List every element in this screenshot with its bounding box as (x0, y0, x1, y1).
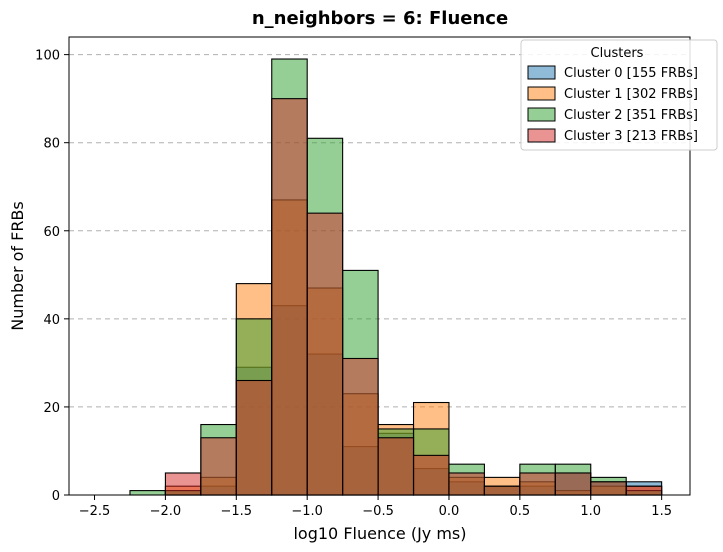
bar-series-3-bin-3 (200, 437, 237, 496)
x-tick-label: −1.0 (291, 504, 323, 519)
x-tick-label: 1.5 (651, 504, 672, 519)
y-tick-label: 100 (35, 49, 60, 64)
legend-title: Clusters (591, 46, 644, 61)
chart-title: n_neighbors = 6: Fluence (252, 8, 508, 29)
legend-swatch (527, 65, 556, 80)
bar-series-3-bin-5 (271, 98, 308, 496)
bar-series-2-bin-1 (129, 490, 166, 496)
bar-series-3-bin-14 (590, 481, 627, 496)
y-tick-label: 40 (43, 313, 60, 328)
x-tick-label: −2.5 (79, 504, 111, 519)
legend-swatch (527, 107, 556, 122)
bar-series-3-bin-12 (519, 472, 556, 496)
x-tick-label: −0.5 (362, 504, 394, 519)
bar-series-3-bin-4 (235, 379, 273, 496)
bar-series-3-bin-11 (483, 485, 521, 496)
y-axis-label: Number of FRBs (8, 201, 27, 331)
plot-frame (68, 36, 691, 496)
bar-series-3-bin-10 (448, 472, 485, 496)
bar-series-3-bin-13 (554, 472, 592, 496)
series-3-bars (164, 98, 663, 496)
y-axis-ticks: 0 20 40 60 80 100 (35, 49, 69, 504)
x-tick-label: −1.5 (221, 504, 253, 519)
histogram-bars (129, 58, 663, 496)
legend-label: Cluster 3 [213 FRBs] (564, 129, 698, 144)
y-tick-label: 80 (43, 137, 60, 152)
y-tick-label: 0 (52, 489, 60, 504)
bar-series-3-bin-9 (412, 454, 450, 496)
x-tick-label: 0.0 (439, 504, 460, 519)
bar-series-3-bin-8 (377, 437, 415, 496)
bar-series-3-bin-7 (342, 357, 379, 496)
legend: Clusters Cluster 0 [155 FRBs] Cluster 1 [… (520, 39, 718, 151)
x-axis-ticks: −2.5 −2.0 −1.5 −1.0 −0.5 0.0 0.5 1.0 1.5 (79, 495, 672, 519)
y-tick-label: 20 (43, 401, 60, 416)
x-tick-label: −2.0 (150, 504, 182, 519)
bar-series-3-bin-15 (625, 485, 663, 496)
x-tick-label: 1.0 (580, 504, 601, 519)
legend-swatch (527, 128, 556, 143)
bar-series-3-bin-2 (164, 472, 202, 496)
bar-series-3-bin-6 (306, 212, 344, 496)
x-tick-label: 0.5 (510, 504, 531, 519)
legend-box (520, 39, 718, 151)
y-tick-label: 60 (43, 225, 60, 240)
x-axis-label: log10 Fluence (Jy ms) (293, 524, 466, 543)
legend-label: Cluster 2 [351 FRBs] (564, 108, 698, 123)
legend-label: Cluster 1 [302 FRBs] (564, 87, 698, 102)
legend-swatch (527, 86, 556, 101)
legend-label: Cluster 0 [155 FRBs] (564, 66, 698, 81)
